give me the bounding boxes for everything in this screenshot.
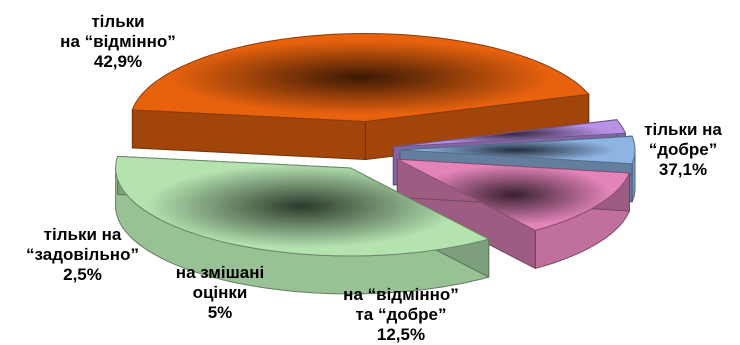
slice-label-line: на змішані: [175, 263, 265, 282]
slice-value-label: 2,5%: [63, 265, 102, 284]
slice-label-excellent-and-good: на “відмінно” та “добре” 12,5%: [316, 285, 486, 345]
slice-label-satisfactory-only: тільки на “задовільно” 2,5%: [10, 225, 155, 285]
slice-label-line: та “добре”: [355, 305, 447, 324]
slice-top: [399, 135, 636, 165]
slice-label-line: “добре”: [648, 140, 718, 159]
slice-label-line: тільки на: [644, 120, 722, 139]
slice-label-excellent-only: тільки на “відмінно” 42,9%: [18, 12, 218, 72]
slice-label-good-only: тільки на “добре” 37,1%: [628, 120, 738, 180]
slice-label-line: “задовільно”: [26, 245, 139, 264]
slice-excellent-and-good: [396, 158, 631, 270]
slice-top: [115, 155, 491, 257]
slice-value-label: 37,1%: [658, 160, 708, 179]
slice-value-label: 5%: [207, 303, 233, 322]
slice-label-line: на “відмінно”: [343, 285, 459, 304]
slice-value-label: 12,5%: [376, 325, 426, 344]
slice-label-mixed-grades: на змішані оцінки 5%: [150, 263, 290, 323]
slice-label-line: оцінки: [192, 283, 248, 302]
slice-good-only: [115, 155, 491, 295]
slice-value-label: 42,9%: [93, 52, 143, 71]
slice-top: [397, 158, 631, 231]
slice-top: [393, 119, 627, 148]
slice-label-line: на “відмінно”: [60, 32, 176, 51]
slice-top: [131, 32, 590, 123]
slice-label-line: тільки на: [43, 225, 122, 244]
slice-label-line: тільки: [91, 12, 145, 31]
